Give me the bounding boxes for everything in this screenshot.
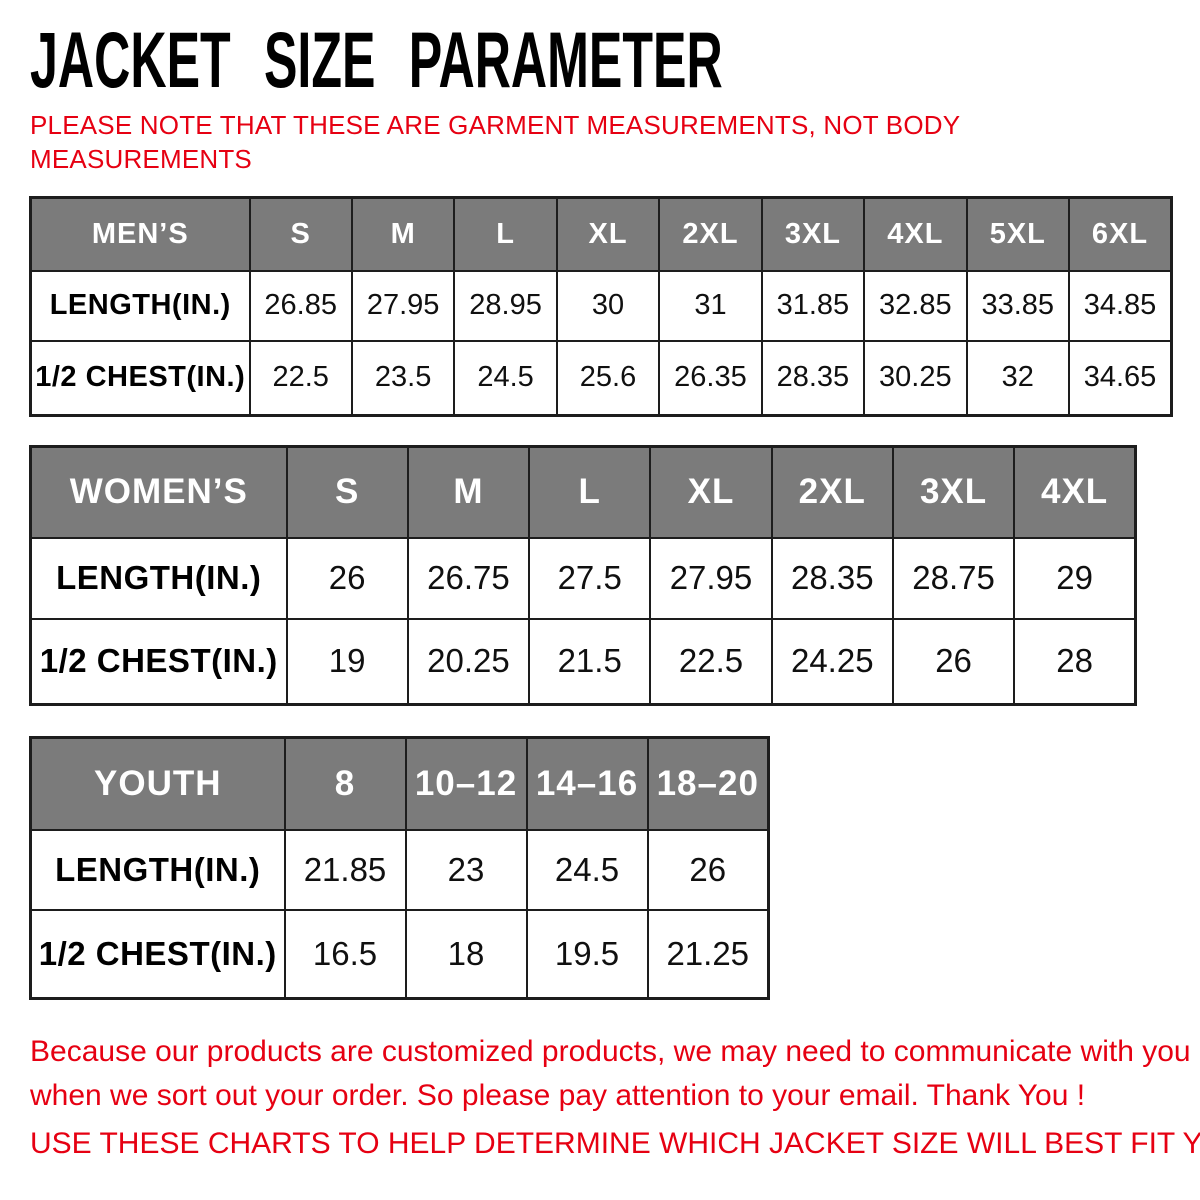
youth-size-table: YOUTH 8 10–12 14–16 18–20 LENGTH(IN.) 21.85 23 2… <box>29 736 770 1000</box>
measurement-value: 28.35 <box>760 339 866 417</box>
table-name-header: WOMEN’S <box>29 445 288 539</box>
table-row: LENGTH(IN.) 26.85 27.95 28.95 30 31 31.85 32.85… <box>29 269 1173 342</box>
measurement-value: 25.6 <box>555 339 661 417</box>
measurement-value: 30.25 <box>863 339 968 417</box>
header-row: WOMEN’S S M L XL 2XL 3XL 4XL <box>29 445 1137 539</box>
size-column-header: 8 <box>283 736 407 831</box>
measurement-value: 19.5 <box>525 908 649 1000</box>
customization-note: Because our products are customized prod… <box>30 1030 1191 1118</box>
measurement-value: 24.25 <box>770 617 894 706</box>
table-row: LENGTH(IN.) 21.85 23 24.5 26 <box>29 828 770 911</box>
measurement-value: 20.25 <box>406 617 531 706</box>
measurement-value: 28 <box>1013 617 1137 706</box>
header-row: YOUTH 8 10–12 14–16 18–20 <box>29 736 770 831</box>
row-label: 1/2 CHEST(IN.) <box>29 617 288 706</box>
size-column-header: 4XL <box>863 196 968 272</box>
size-column-header: L <box>528 445 652 539</box>
note-line-1: PLEASE NOTE THAT THESE ARE GARMENT MEASU… <box>30 110 961 140</box>
size-column-header: 18–20 <box>646 736 770 831</box>
size-column-header: S <box>248 196 353 272</box>
size-column-header: 10–12 <box>404 736 528 831</box>
size-column-header: L <box>453 196 558 272</box>
measurement-value: 27.5 <box>528 536 652 620</box>
measurement-value: 29 <box>1013 536 1137 620</box>
size-column-header: M <box>406 445 531 539</box>
table-name-header: YOUTH <box>29 736 286 831</box>
measurement-value: 28.35 <box>770 536 894 620</box>
size-column-header: M <box>350 196 456 272</box>
measurement-value: 26.75 <box>406 536 531 620</box>
measurement-value: 34.65 <box>1068 339 1173 417</box>
customization-note-line-1: Because our products are customized prod… <box>30 1035 1191 1068</box>
measurement-value: 23 <box>404 828 528 911</box>
measurement-value: 34.85 <box>1068 269 1173 342</box>
womens-size-table: WOMEN’S S M L XL 2XL 3XL 4XL LENGTH(IN.) 26 26.75 2… <box>29 445 1137 706</box>
page-title: JACKET SIZE PARAMETER <box>30 16 723 105</box>
measurement-value: 24.5 <box>525 828 649 911</box>
measurement-value: 21.25 <box>646 908 770 1000</box>
measurement-value: 18 <box>404 908 528 1000</box>
measurement-value: 27.95 <box>350 269 456 342</box>
use-charts-note: USE THESE CHARTS TO HELP DETERMINE WHICH… <box>30 1127 1200 1160</box>
garment-measurement-note: PLEASE NOTE THAT THESE ARE GARMENT MEASU… <box>30 108 990 176</box>
measurement-value: 30 <box>555 269 661 342</box>
measurement-value: 28.75 <box>891 536 1016 620</box>
size-column-header: 2XL <box>658 196 763 272</box>
measurement-value: 26 <box>646 828 770 911</box>
measurement-value: 31 <box>658 269 763 342</box>
size-column-header: XL <box>555 196 661 272</box>
measurement-value: 21.85 <box>283 828 407 911</box>
size-column-header: S <box>285 445 409 539</box>
measurement-value: 26 <box>285 536 409 620</box>
row-label: LENGTH(IN.) <box>29 828 286 911</box>
table-row: LENGTH(IN.) 26 26.75 27.5 27.95 28.35 28.75 29 <box>29 536 1137 620</box>
table-name-header: MEN’S <box>29 196 251 272</box>
measurement-value: 19 <box>285 617 409 706</box>
measurement-value: 22.5 <box>248 339 353 417</box>
measurement-value: 26.35 <box>658 339 763 417</box>
size-column-header: 14–16 <box>525 736 649 831</box>
customization-note-line-2: when we sort out your order. So please p… <box>30 1079 1086 1112</box>
measurement-value: 27.95 <box>649 536 773 620</box>
measurement-value: 22.5 <box>649 617 773 706</box>
size-column-header: 3XL <box>891 445 1016 539</box>
row-label: 1/2 CHEST(IN.) <box>29 908 286 1000</box>
measurement-value: 26 <box>891 617 1016 706</box>
row-label: LENGTH(IN.) <box>29 536 288 620</box>
measurement-value: 24.5 <box>453 339 558 417</box>
note-line-2: MEASUREMENTS <box>30 144 252 174</box>
measurement-value: 32.85 <box>863 269 968 342</box>
size-column-header: XL <box>649 445 773 539</box>
measurement-value: 31.85 <box>760 269 866 342</box>
table-row: 1/2 CHEST(IN.) 22.5 23.5 24.5 25.6 26.35 28.35… <box>29 339 1173 417</box>
measurement-value: 33.85 <box>965 269 1071 342</box>
table-row: 1/2 CHEST(IN.) 19 20.25 21.5 22.5 24.25 26 28 <box>29 617 1137 706</box>
size-column-header: 2XL <box>770 445 894 539</box>
header-row: MEN’S S M L XL 2XL 3XL 4XL 5XL 6XL <box>29 196 1173 272</box>
mens-size-table: MEN’S S M L XL 2XL 3XL 4XL 5XL 6XL LENGTH(IN.) 26.8… <box>29 196 1173 417</box>
measurement-value: 21.5 <box>528 617 652 706</box>
size-column-header: 4XL <box>1013 445 1137 539</box>
row-label: LENGTH(IN.) <box>29 269 251 342</box>
size-column-header: 5XL <box>965 196 1071 272</box>
measurement-value: 28.95 <box>453 269 558 342</box>
measurement-value: 32 <box>965 339 1071 417</box>
table-row: 1/2 CHEST(IN.) 16.5 18 19.5 21.25 <box>29 908 770 1000</box>
size-column-header: 6XL <box>1068 196 1173 272</box>
measurement-value: 26.85 <box>248 269 353 342</box>
measurement-value: 23.5 <box>350 339 456 417</box>
size-column-header: 3XL <box>760 196 866 272</box>
measurement-value: 16.5 <box>283 908 407 1000</box>
row-label: 1/2 CHEST(IN.) <box>29 339 251 417</box>
